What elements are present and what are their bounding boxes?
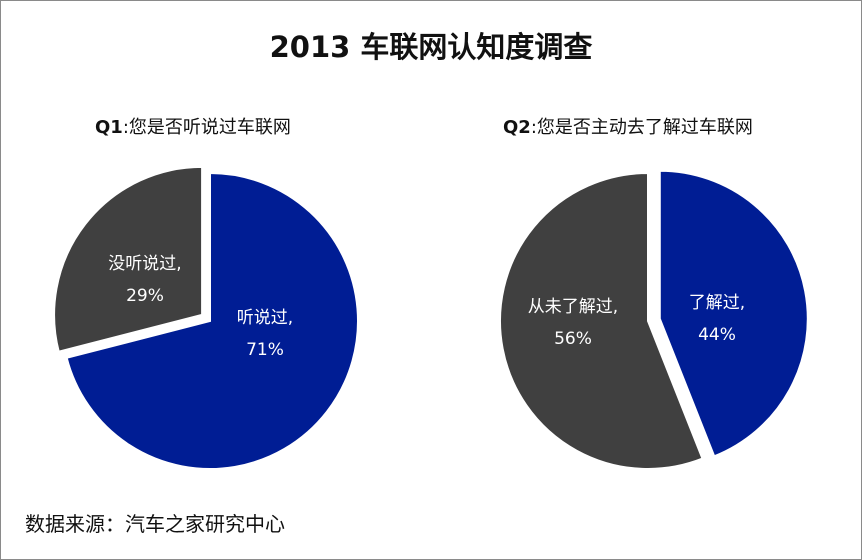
pie-2-slice-2-value: 56% bbox=[554, 329, 592, 349]
pie-1-slice-2 bbox=[53, 165, 204, 353]
pie-2-slice-1-label: 了解过, bbox=[689, 293, 745, 313]
pie-1-slice-2-value: 29% bbox=[126, 286, 164, 306]
q1-question: :您是否听说过车联网 bbox=[122, 117, 291, 138]
page-title: 2013 车联网认知度调查 bbox=[269, 30, 593, 64]
pie-1-slice-1 bbox=[65, 171, 359, 470]
q1-subtitle: Q1:您是否听说过车联网 bbox=[95, 113, 291, 139]
q2-question: :您是否主动去了解过车联网 bbox=[530, 117, 753, 138]
q1-prefix: Q1 bbox=[95, 117, 123, 138]
pie-1-slice-1-value: 71% bbox=[246, 340, 284, 360]
pie-2-slice-1 bbox=[658, 169, 809, 458]
pie-1-slice-2-label: 没听说过, bbox=[108, 254, 181, 274]
q2-prefix: Q2 bbox=[503, 117, 531, 138]
source-note: 数据来源：汽车之家研究中心 bbox=[25, 512, 285, 536]
q2-subtitle: Q2:您是否主动去了解过车联网 bbox=[503, 113, 753, 139]
pie-2-slice-2 bbox=[499, 171, 704, 470]
pie-2-slice-1-value: 44% bbox=[698, 325, 736, 345]
pie-2-slice-2-label: 从未了解过, bbox=[528, 297, 618, 317]
pie-1-slice-1-label: 听说过, bbox=[237, 308, 293, 328]
